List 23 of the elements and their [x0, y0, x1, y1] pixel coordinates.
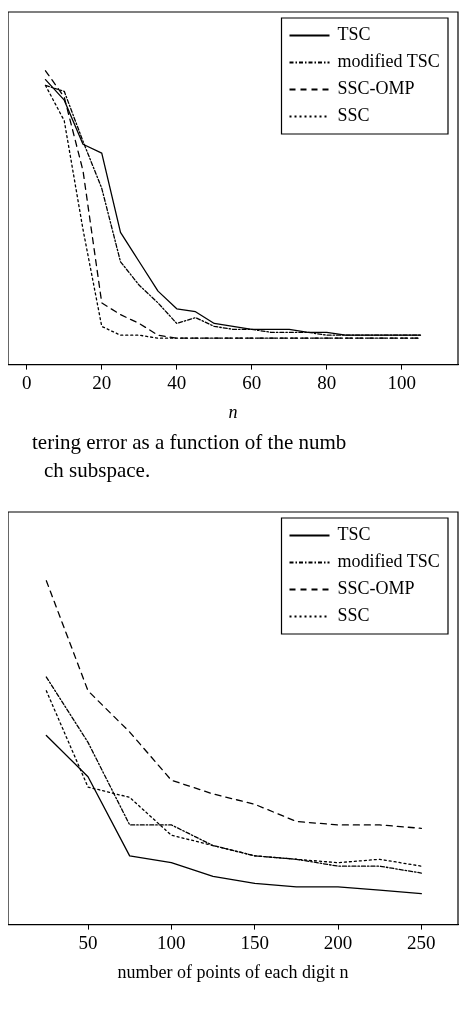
- x-tick-label: 20: [92, 371, 112, 393]
- x-tick-label: 80: [317, 371, 337, 393]
- legend-label: TSC: [337, 524, 371, 545]
- x-tick-label: 60: [242, 371, 262, 393]
- legend-label: SSC-OMP: [337, 578, 415, 599]
- x-tick-label: 100: [387, 371, 416, 393]
- legend-label: TSC: [337, 24, 371, 45]
- text: ch subspace.: [43, 457, 152, 484]
- text: tering error as a function of the numb: [31, 429, 348, 456]
- x-tick-label: 40: [167, 371, 187, 393]
- x-tick-label: 250: [407, 931, 436, 953]
- legend-label: SSC: [337, 605, 370, 626]
- x-tick-label: 100: [157, 931, 186, 953]
- legend-label: SSC-OMP: [337, 78, 415, 99]
- x-axis-title: n: [228, 401, 238, 422]
- legend-label: modified TSC: [337, 51, 440, 72]
- legend-label: modified TSC: [337, 551, 440, 572]
- x-tick-label: 150: [240, 931, 269, 953]
- x-tick-label: 0: [22, 371, 32, 393]
- legend-label: SSC: [337, 105, 370, 126]
- x-tick-label: 200: [323, 931, 353, 953]
- x-axis-title: number of points of each digit n: [117, 961, 349, 982]
- x-tick-label: 50: [78, 931, 98, 953]
